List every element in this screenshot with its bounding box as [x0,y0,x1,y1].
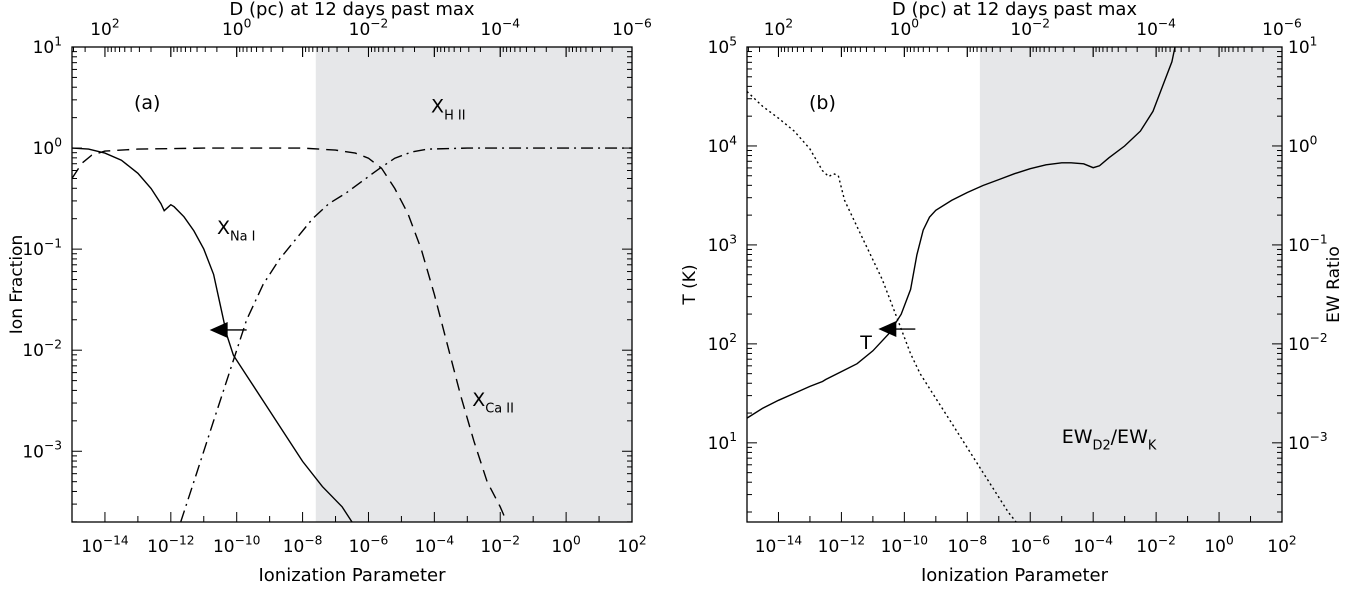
panel-label: (b) [809,92,836,114]
x-tick-label: 10−4 [1073,533,1113,557]
arrow-head [209,321,228,338]
x-tick-label: 102 [1267,533,1296,557]
top-tick-label: 10−2 [349,16,389,40]
y-tick-label: 10−3 [22,439,62,463]
top-tick-label: 102 [764,16,793,40]
x-tick-label: 10−2 [480,533,520,557]
plot-frame [71,46,633,523]
y-right-tick-label: 101 [1288,34,1317,58]
series-line-0 [72,147,353,522]
x-tick-label: 10−14 [81,533,129,557]
series-label-1: XH II [431,96,465,124]
series-label-0: T [859,332,872,354]
y-axis-label: T (K) [680,264,700,305]
x-tick-label: 10−12 [818,533,865,557]
series-label-2: XCa II [472,389,514,417]
shaded-region [979,47,1282,522]
y-tick-label: 105 [708,34,737,58]
y-axis-label: Ion Fraction [7,235,27,334]
top-tick-label: 100 [890,16,919,40]
series-line-2 [72,147,508,522]
top-axis-label: D (pc) at 12 days past max [892,0,1137,20]
x-tick-label: 10−6 [349,533,389,557]
panel-a: 10−14 10−12 10−10 10−8 10−6 10−4 10−2 100 102 102… [7,0,652,586]
y-axis-label-right: EW Ratio [1324,246,1344,323]
panel-b: 10−14 10−12 10−10 10−8 10−6 10−4 10−2 100 102 102… [680,0,1344,586]
x-axis-label: Ionization Parameter [258,565,446,586]
top-tick-label: 10−4 [480,16,520,40]
top-tick-label: 100 [222,16,251,40]
x-tick-label: 102 [617,533,646,557]
y-tick-label: 10−1 [22,236,62,260]
x-tick-label: 100 [551,533,580,557]
x-tick-label: 10−10 [213,533,260,557]
y-tick-label: 101 [708,430,737,454]
y-tick-label: 102 [708,331,737,355]
y-tick-label: 10−2 [22,338,62,362]
x-tick-label: 10−6 [1010,533,1050,557]
y-tick-label: 103 [708,232,737,256]
top-tick-label: 10−6 [612,16,652,40]
x-tick-label: 10−8 [947,533,987,557]
y-tick-label: 101 [33,34,62,58]
series-line-1 [180,147,632,522]
x-tick-label: 10−12 [147,533,194,557]
x-tick-label: 10−10 [881,533,928,557]
panel-label: (a) [134,92,160,114]
plot-frame [746,46,1283,523]
top-tick-label: 102 [90,16,119,40]
series-label-1: EWD2/EWK [1062,426,1157,454]
arrow-head [878,321,897,338]
x-tick-label: 100 [1204,533,1233,557]
y-right-tick-label: 10−2 [1288,331,1328,355]
x-tick-label: 10−8 [283,533,323,557]
series-label-0: XNa I [217,217,256,245]
top-tick-label: 10−4 [1136,16,1176,40]
y-right-tick-label: 10−1 [1288,232,1328,256]
shaded-region [315,47,632,522]
top-tick-label: 10−2 [1010,16,1050,40]
x-tick-label: 10−2 [1136,533,1176,557]
series-line-0 [747,47,1176,419]
top-axis-label: D (pc) at 12 days past max [229,0,474,20]
x-tick-label: 10−14 [755,533,803,557]
y-tick-label: 100 [33,135,62,159]
x-tick-label: 10−4 [415,533,455,557]
series-line-1 [747,90,1017,522]
y-tick-label: 104 [708,133,738,157]
y-right-tick-label: 10−3 [1288,430,1328,454]
y-right-tick-label: 100 [1288,133,1317,157]
x-axis-label: Ionization Parameter [921,565,1109,586]
top-tick-label: 10−6 [1262,16,1302,40]
